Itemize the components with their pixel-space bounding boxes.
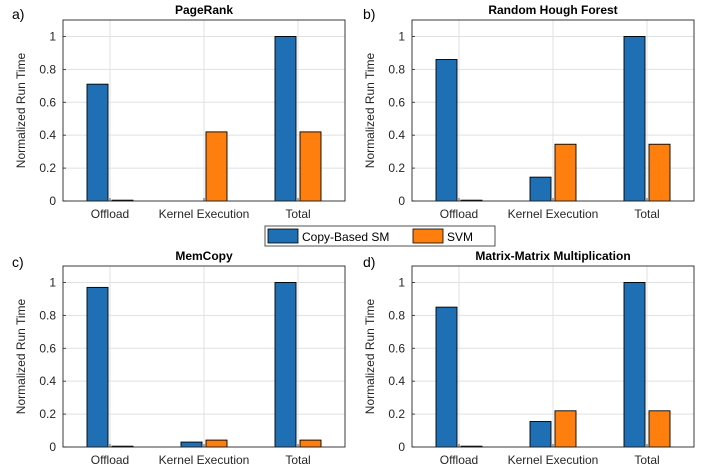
bar-copy-based-sm-total	[623, 282, 646, 448]
axes-box	[411, 265, 695, 448]
bar-copy-based-sm-total	[274, 36, 297, 202]
bar-copy-based-sm-kernel-execution	[529, 176, 552, 202]
legend: Copy-Based SM SVM	[264, 225, 496, 247]
legend-label-svm: SVM	[447, 230, 473, 244]
bar-copy-based-sm-offload	[435, 306, 458, 448]
x-tick-label: Offload	[91, 453, 129, 467]
y-tick-label: 0.2	[388, 407, 405, 421]
chart-title: MemCopy	[175, 249, 233, 263]
x-tick-label: Total	[285, 207, 310, 221]
legend-swatch-svm	[412, 228, 444, 244]
x-tick-label: Kernel Execution	[508, 207, 599, 221]
y-tick-label: 1	[49, 275, 56, 289]
panel-label: a)	[12, 6, 24, 22]
x-tick-label: Offload	[440, 453, 478, 467]
bar-copy-based-sm-kernel-execution	[529, 421, 552, 448]
y-tick-label: 0	[49, 194, 56, 208]
bar-svm-kernel-execution	[205, 439, 228, 448]
x-tick-label: Total	[634, 453, 659, 467]
y-tick-label: 1	[49, 29, 56, 43]
y-tick-label: 0.2	[39, 407, 56, 421]
y-tick-label: 0.4	[388, 374, 405, 388]
x-tick-label: Offload	[91, 207, 129, 221]
y-axis-label: Normalized Run Time	[363, 52, 377, 168]
y-tick-label: 0.6	[388, 95, 405, 109]
axes-box	[411, 19, 695, 202]
x-tick-label: Kernel Execution	[159, 207, 250, 221]
bar-svm-total	[299, 131, 322, 202]
y-tick-label: 0.4	[39, 374, 56, 388]
panel-label: d)	[363, 254, 375, 270]
bar-svm-total	[648, 143, 671, 202]
y-tick-label: 0.8	[388, 62, 405, 76]
bar-svm-total	[299, 439, 322, 448]
y-tick-label: 1	[398, 275, 405, 289]
bar-copy-based-sm-total	[274, 282, 297, 448]
y-tick-label: 0	[398, 194, 405, 208]
x-tick-label: Total	[634, 207, 659, 221]
axes-box	[62, 265, 346, 448]
y-axis-label: Normalized Run Time	[363, 298, 377, 414]
chart-panel-4: 0 0.2 0.4 0.6 0.8 1 Offload Kernel Execution Tot…	[363, 249, 695, 467]
y-tick-label: 0.8	[39, 62, 56, 76]
bar-svm-total	[648, 410, 671, 448]
bar-svm-kernel-execution	[554, 143, 577, 202]
y-axis-label: Normalized Run Time	[14, 298, 28, 414]
y-tick-label: 0.2	[39, 161, 56, 175]
y-tick-label: 0.4	[388, 128, 405, 142]
bar-svm-kernel-execution	[205, 131, 228, 202]
y-tick-label: 1	[398, 29, 405, 43]
x-tick-label: Kernel Execution	[508, 453, 599, 467]
chart-panel-1: 0 0.2 0.4 0.6 0.8 1 Offload Kernel Execution Tot…	[12, 3, 346, 221]
bar-copy-based-sm-offload	[435, 59, 458, 202]
bar-copy-based-sm-kernel-execution	[180, 441, 203, 448]
y-tick-label: 0.6	[39, 95, 56, 109]
legend-label-copy-based-sm: Copy-Based SM	[302, 230, 389, 244]
chart-title: Random Hough Forest	[488, 3, 617, 17]
y-tick-label: 0.2	[388, 161, 405, 175]
legend-swatch-copy-based-sm	[267, 228, 299, 244]
axes-box	[62, 19, 346, 202]
bar-copy-based-sm-offload	[86, 286, 109, 448]
chart-panel-2: 0 0.2 0.4 0.6 0.8 1 Offload Kernel Execution Tot…	[363, 3, 695, 221]
chart-title: PageRank	[175, 3, 233, 17]
x-tick-label: Kernel Execution	[159, 453, 250, 467]
y-tick-label: 0	[398, 440, 405, 454]
y-tick-label: 0.8	[388, 308, 405, 322]
y-tick-label: 0.4	[39, 128, 56, 142]
x-tick-label: Offload	[440, 207, 478, 221]
bar-svm-kernel-execution	[554, 410, 577, 448]
chart-panel-3: 0 0.2 0.4 0.6 0.8 1 Offload Kernel Execution Tot…	[12, 249, 346, 467]
y-tick-label: 0.6	[39, 341, 56, 355]
bar-copy-based-sm-total	[623, 36, 646, 202]
y-tick-label: 0	[49, 440, 56, 454]
chart-title: Matrix-Matrix Multiplication	[475, 249, 630, 263]
panel-label: b)	[363, 6, 375, 22]
x-tick-label: Total	[285, 453, 310, 467]
bar-copy-based-sm-offload	[86, 83, 109, 202]
y-axis-label: Normalized Run Time	[14, 52, 28, 168]
y-tick-label: 0.6	[388, 341, 405, 355]
panel-label: c)	[12, 254, 24, 270]
y-tick-label: 0.8	[39, 308, 56, 322]
